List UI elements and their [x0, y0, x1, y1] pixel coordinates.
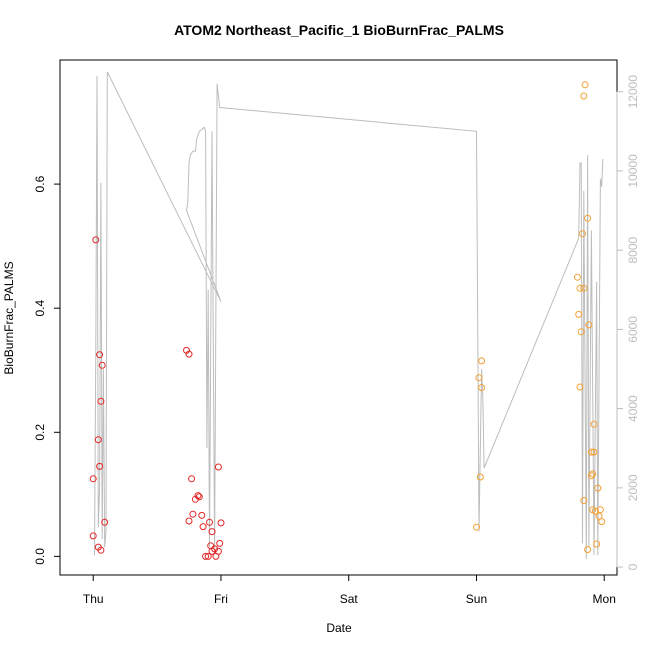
- y2-tick-label: 10000: [626, 154, 640, 188]
- data-point: [476, 473, 484, 481]
- data-point: [598, 518, 606, 526]
- plot-frame: [59, 59, 618, 576]
- data-point: [589, 470, 597, 478]
- data-point: [216, 539, 224, 547]
- data-point: [587, 472, 595, 480]
- x-tick-label: Sat: [340, 592, 359, 606]
- data-point: [596, 506, 604, 514]
- data-point: [581, 81, 589, 89]
- data-point: [89, 532, 97, 540]
- y-axis-right: 0 2000 4000 6000 8000 10000 12000: [616, 75, 640, 570]
- data-point: [98, 361, 106, 369]
- data-point: [214, 463, 222, 471]
- data-point: [575, 310, 583, 318]
- data-point: [593, 540, 601, 548]
- data-point: [580, 284, 588, 292]
- data-point: [92, 236, 100, 244]
- data-point: [185, 350, 193, 358]
- data-point: [580, 92, 588, 100]
- data-point: [576, 383, 584, 391]
- plot-border: [59, 59, 618, 576]
- data-point: [212, 552, 220, 560]
- y-axis-label: BioBurnFrac_PALMS: [2, 261, 16, 374]
- data-point: [199, 523, 207, 531]
- data-point: [591, 507, 599, 515]
- data-point: [587, 448, 595, 456]
- altitude-line: [94, 71, 604, 560]
- data-point: [202, 552, 210, 560]
- data-point: [573, 273, 581, 281]
- data-point: [576, 284, 584, 292]
- data-point: [89, 475, 97, 483]
- y-tick-label: 0.4: [33, 300, 47, 317]
- data-point: [198, 511, 206, 519]
- x-tick-label: Sun: [466, 592, 487, 606]
- chart-title: ATOM2 Northeast_Pacific_1 BioBurnFrac_PA…: [174, 22, 504, 38]
- data-point: [595, 512, 603, 520]
- data-point: [580, 497, 588, 504]
- data-point: [101, 518, 109, 526]
- data-point: [206, 518, 213, 526]
- data-point: [97, 397, 105, 405]
- data-point: [475, 374, 483, 382]
- data-points: [89, 81, 606, 560]
- data-point: [96, 351, 104, 359]
- data-point: [191, 495, 199, 503]
- y2-tick-label: 8000: [626, 236, 640, 263]
- data-point: [590, 448, 598, 456]
- altitude-line-path: [94, 71, 604, 560]
- data-point: [94, 436, 102, 444]
- data-point: [584, 214, 592, 222]
- data-point: [594, 484, 602, 492]
- data-point: [584, 546, 592, 554]
- data-point: [579, 230, 586, 238]
- data-point: [590, 420, 598, 428]
- y2-tick-label: 0: [626, 563, 640, 570]
- x-tick-label: Thu: [83, 592, 104, 606]
- y-tick-label: 0.0: [33, 548, 47, 565]
- y2-tick-label: 6000: [626, 316, 640, 343]
- y2-tick-label: 12000: [626, 75, 640, 109]
- data-point: [585, 321, 593, 329]
- data-point: [478, 357, 486, 365]
- data-point: [97, 546, 105, 554]
- data-point: [188, 475, 196, 483]
- y2-tick-label: 4000: [626, 395, 640, 422]
- data-point: [208, 528, 216, 536]
- data-point: [217, 519, 225, 527]
- data-point: [185, 517, 193, 525]
- data-point: [204, 552, 212, 560]
- y2-tick-label: 2000: [626, 474, 640, 501]
- y-tick-label: 0.2: [33, 424, 47, 441]
- data-point: [577, 328, 585, 336]
- y-tick-label: 0.6: [33, 175, 47, 192]
- data-point: [96, 462, 104, 470]
- data-point: [478, 384, 486, 392]
- data-point: [189, 510, 197, 518]
- x-tick-label: Fri: [214, 592, 228, 606]
- data-point: [473, 523, 480, 531]
- data-point: [207, 542, 215, 550]
- x-axis: Thu Fri Sat Sun Mon: [83, 574, 616, 606]
- x-axis-label: Date: [326, 621, 352, 635]
- y-axis-left: 0.0 0.2 0.4 0.6: [33, 175, 61, 565]
- x-tick-label: Mon: [593, 592, 616, 606]
